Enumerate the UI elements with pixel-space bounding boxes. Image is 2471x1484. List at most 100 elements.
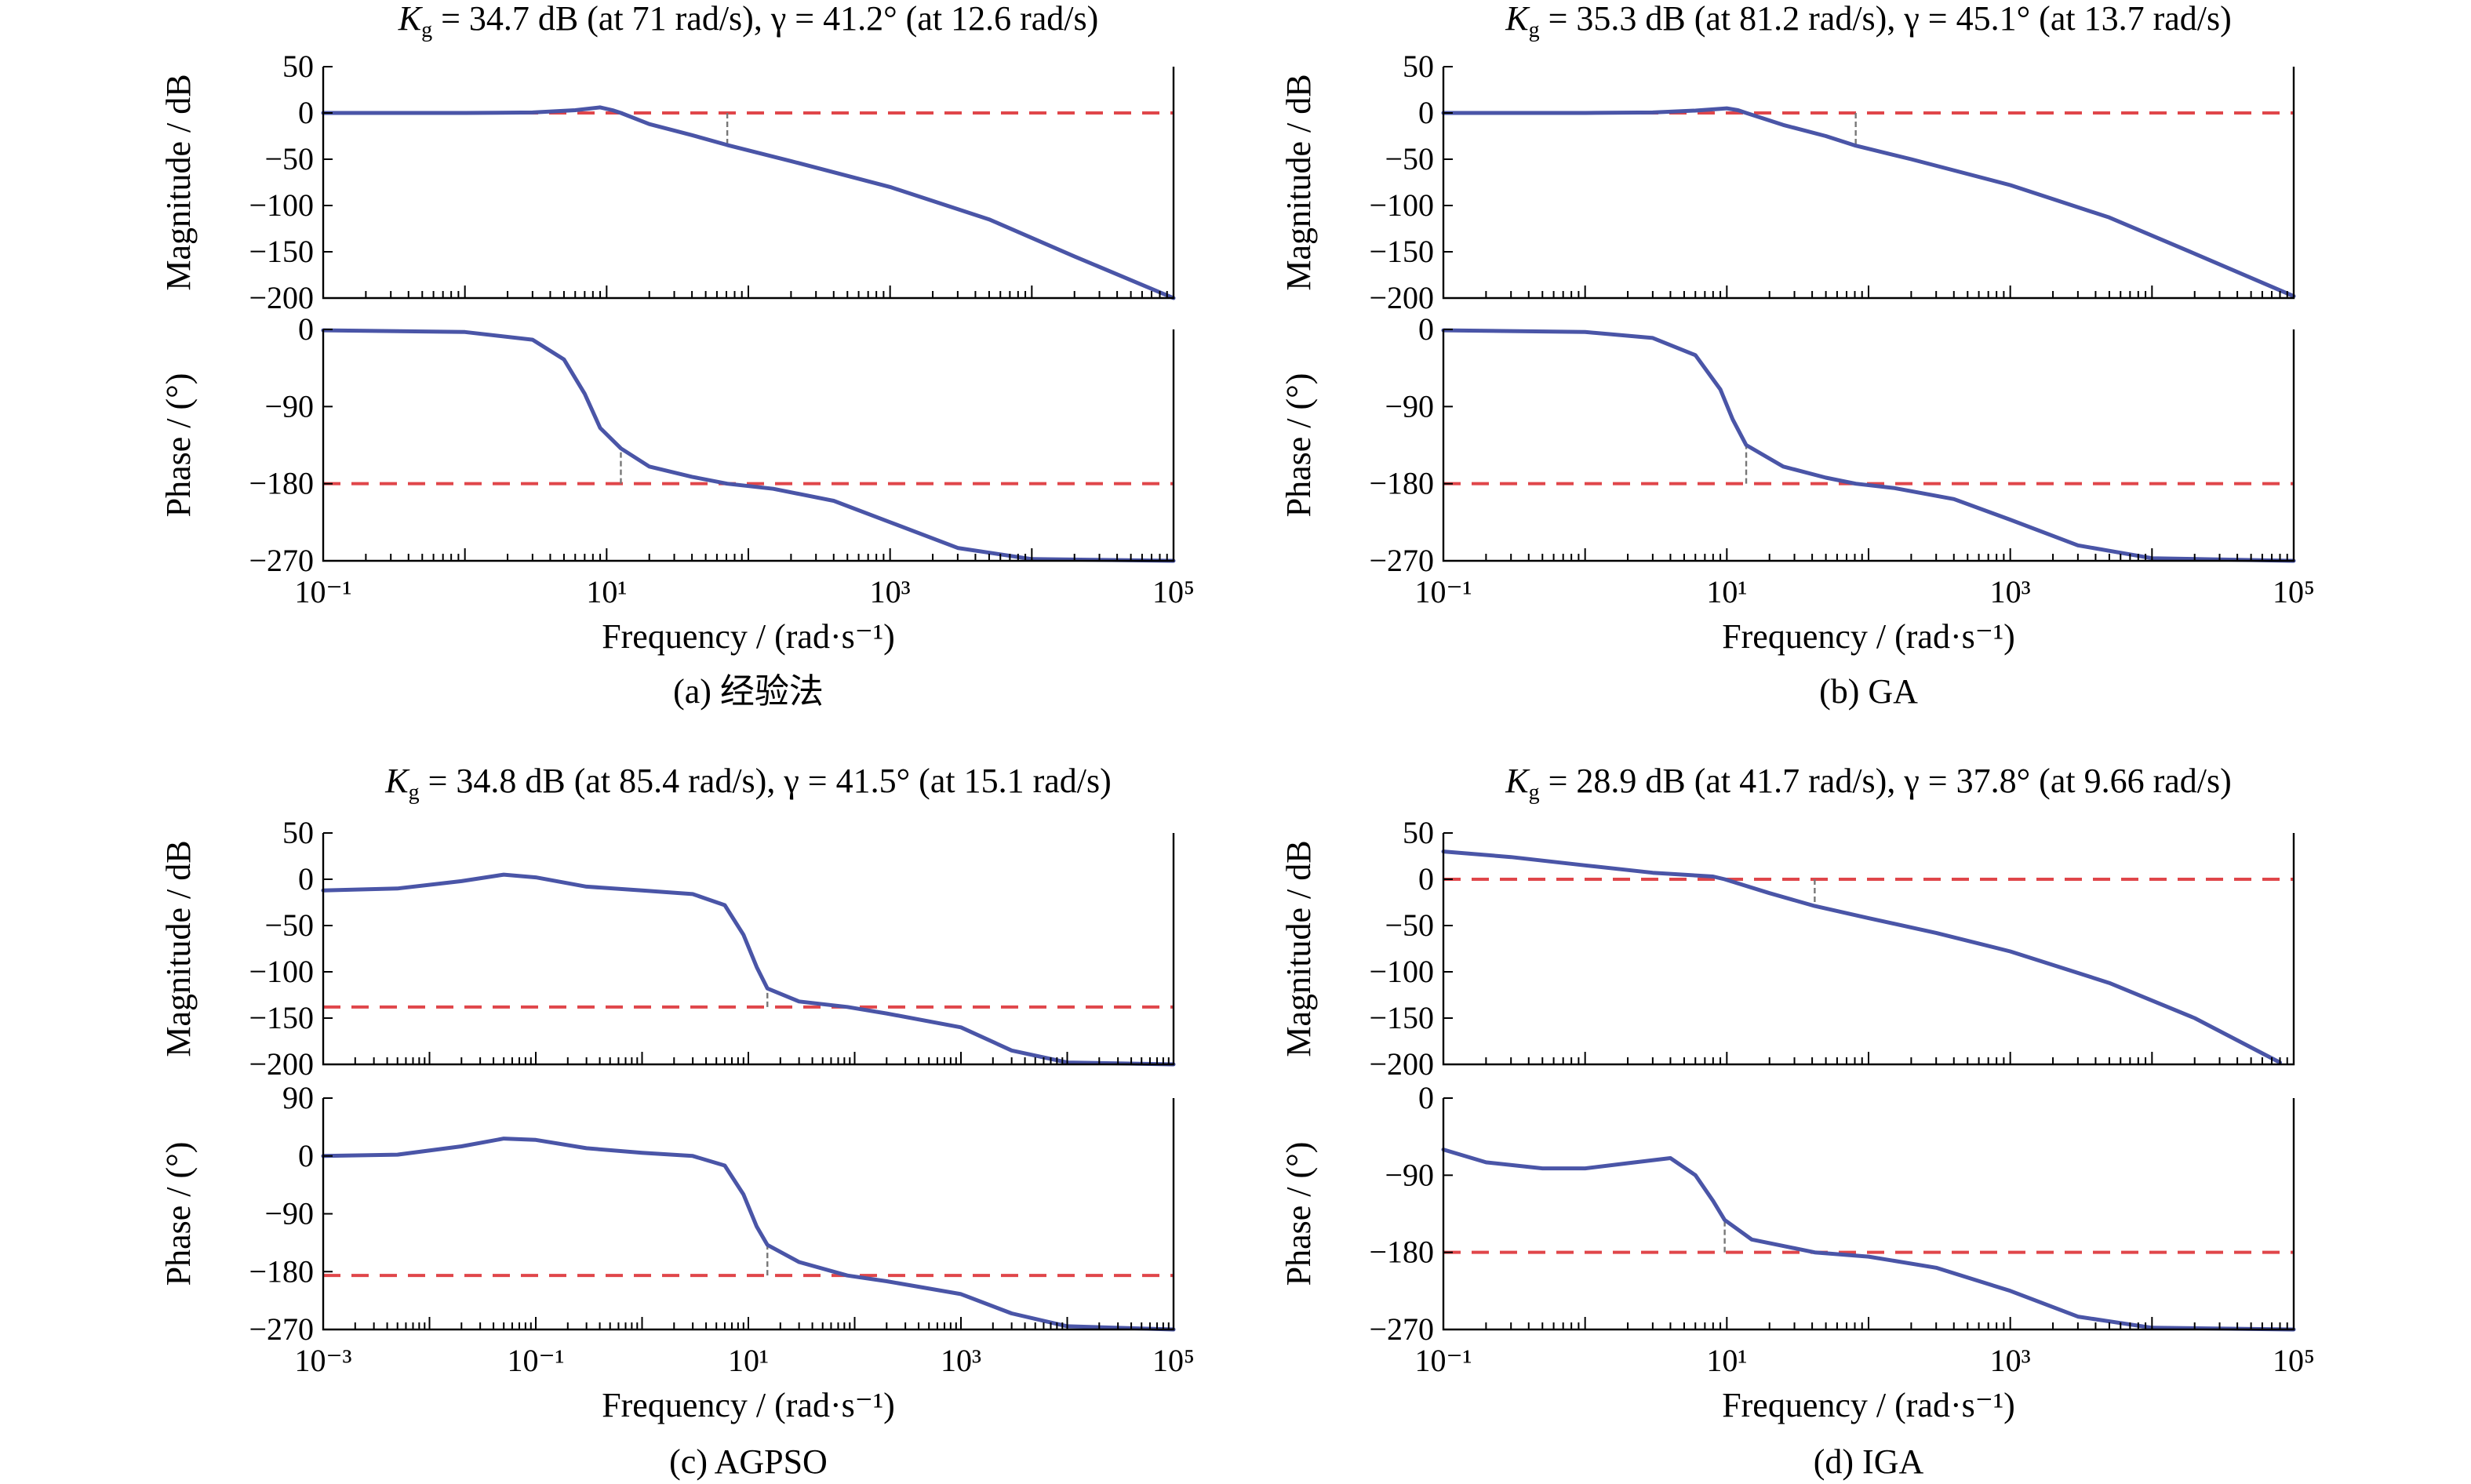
xtick-label: 10⁻¹ <box>1414 1343 1472 1378</box>
magnitude-curve <box>1441 106 2296 299</box>
phase-axes: 0 −90 −180 −270 Phase / (°) <box>1279 311 2296 578</box>
magnitude-ytick-label: −100 <box>1369 954 1434 989</box>
magnitude-ytick-label: −100 <box>249 954 314 989</box>
magnitude-ytick-label: −200 <box>1369 1046 1434 1082</box>
magnitude-ytick-label: 0 <box>298 861 314 897</box>
magnitude-axis-frame <box>1442 67 2295 300</box>
phase-curve <box>1441 328 2296 563</box>
magnitude-ytick-label: 50 <box>1403 815 1434 850</box>
phase-curve <box>1441 1148 2296 1332</box>
subplot-caption: (a) 经验法 <box>673 672 824 711</box>
xtick-label: 10¹ <box>1706 1343 1747 1378</box>
subplot-4: Kg = 28.9 dB (at 41.7 rad/s), γ = 37.8° … <box>1279 762 2315 1481</box>
phase-ytick-label: −270 <box>249 543 314 578</box>
subplot-caption: (d) IGA <box>1814 1442 1924 1481</box>
magnitude-ytick-label: −200 <box>1369 280 1434 315</box>
phase-ylabel: Phase / (°) <box>159 373 198 518</box>
xlabel: Frequency / (rad·s⁻¹) <box>602 617 895 656</box>
magnitude-ytick-label: −50 <box>264 907 314 943</box>
phase-ytick-label: −90 <box>1385 388 1434 424</box>
magnitude-axes: 50 0 −50 −100 −150 −200 Magnitude / dB <box>159 49 1176 315</box>
phase-axis-frame <box>1442 329 2295 562</box>
xtick-label: 10³ <box>941 1343 981 1378</box>
magnitude-ytick-label: −50 <box>264 141 314 176</box>
magnitude-ytick-label: −50 <box>1385 141 1434 176</box>
xtick-label: 10¹ <box>728 1343 769 1378</box>
xtick-label: 10¹ <box>586 574 627 609</box>
xtick-label: 10⁻¹ <box>1414 574 1472 609</box>
phase-ytick-label: 0 <box>1418 311 1434 347</box>
magnitude-ytick-label: −100 <box>1369 187 1434 223</box>
magnitude-axes: 50 0 −50 −100 −150 −200 Magnitude / dB <box>1279 49 2296 315</box>
magnitude-ylabel: Magnitude / dB <box>1279 840 1318 1057</box>
subplot-title: Kg = 35.3 dB (at 81.2 rad/s), γ = 45.1° … <box>1505 0 2232 42</box>
magnitude-ytick-label: −100 <box>249 187 314 223</box>
phase-ylabel: Phase / (°) <box>1279 1142 1318 1286</box>
magnitude-ytick-label: −150 <box>1369 234 1434 269</box>
phase-ytick-label: −90 <box>1385 1157 1434 1192</box>
magnitude-axis-frame <box>322 67 1175 300</box>
magnitude-ytick-label: −150 <box>249 1000 314 1035</box>
phase-ytick-label: −180 <box>249 1253 314 1289</box>
xlabel: Frequency / (rad·s⁻¹) <box>1722 617 2015 656</box>
phase-axes: 90 0 −90 −180 −270 Phase / (°) <box>159 1080 1176 1347</box>
xlabel: Frequency / (rad·s⁻¹) <box>1722 1386 2015 1424</box>
subplot-1: Kg = 34.7 dB (at 71 rad/s), γ = 41.2° (a… <box>159 0 1195 711</box>
phase-ytick-label: −270 <box>1369 543 1434 578</box>
phase-ylabel: Phase / (°) <box>1279 373 1318 518</box>
phase-axis-frame <box>322 329 1175 562</box>
magnitude-curve <box>321 105 1176 300</box>
xtick-label: 10⁵ <box>2273 1343 2315 1378</box>
magnitude-ytick-label: −150 <box>1369 1000 1434 1035</box>
xtick-label: 10¹ <box>1706 574 1747 609</box>
xtick-label: 10⁻¹ <box>507 1343 564 1378</box>
xtick-label: 10⁵ <box>1152 574 1195 609</box>
magnitude-ytick-label: 50 <box>282 815 314 850</box>
phase-axes: 0 −90 −180 −270 Phase / (°) <box>159 311 1176 578</box>
magnitude-ytick-label: −200 <box>249 1046 314 1082</box>
phase-ytick-label: −90 <box>264 388 314 424</box>
magnitude-ytick-label: 50 <box>282 49 314 84</box>
phase-ytick-label: 0 <box>1418 1080 1434 1115</box>
xtick-label: 10³ <box>1990 1343 2031 1378</box>
xtick-label: 10³ <box>1990 574 2031 609</box>
subplot-title: Kg = 34.7 dB (at 71 rad/s), γ = 41.2° (a… <box>398 0 1099 42</box>
phase-curve <box>321 328 1176 563</box>
magnitude-curve <box>1441 849 2282 1065</box>
phase-ytick-label: −180 <box>1369 1235 1434 1270</box>
magnitude-ytick-label: 50 <box>1403 49 1434 84</box>
phase-axis-frame <box>322 1098 1175 1331</box>
xtick-label: 10³ <box>870 574 911 609</box>
xtick-label: 10⁻¹ <box>294 574 351 609</box>
xtick-label: 10⁵ <box>2273 574 2315 609</box>
magnitude-curve <box>321 872 1176 1067</box>
phase-ytick-label: −270 <box>249 1311 314 1347</box>
magnitude-ytick-label: −150 <box>249 234 314 269</box>
magnitude-ytick-label: 0 <box>1418 861 1434 897</box>
phase-ytick-label: −180 <box>1369 466 1434 501</box>
phase-curve <box>321 1137 1176 1332</box>
subplot-caption: (c) AGPSO <box>669 1442 828 1481</box>
phase-ytick-label: 90 <box>282 1080 314 1115</box>
subplot-3: Kg = 34.8 dB (at 85.4 rad/s), γ = 41.5° … <box>159 762 1195 1481</box>
magnitude-axis-frame <box>1442 833 2295 1066</box>
magnitude-ylabel: Magnitude / dB <box>159 840 198 1057</box>
phase-ytick-label: −270 <box>1369 1311 1434 1347</box>
magnitude-ylabel: Magnitude / dB <box>1279 74 1318 290</box>
magnitude-axes: 50 0 −50 −100 −150 −200 Magnitude / dB <box>1279 815 2295 1082</box>
magnitude-ytick-label: 0 <box>1418 95 1434 130</box>
phase-ytick-label: −180 <box>249 466 314 501</box>
subplot-title: Kg = 28.9 dB (at 41.7 rad/s), γ = 37.8° … <box>1505 762 2232 805</box>
magnitude-ytick-label: 0 <box>298 95 314 130</box>
magnitude-axes: 50 0 −50 −100 −150 −200 Magnitude / dB <box>159 815 1176 1082</box>
phase-ytick-label: 0 <box>298 1138 314 1173</box>
subplot-caption: (b) GA <box>1819 672 1918 711</box>
subplot-title: Kg = 34.8 dB (at 85.4 rad/s), γ = 41.5° … <box>384 762 1112 805</box>
subplot-2: Kg = 35.3 dB (at 81.2 rad/s), γ = 45.1° … <box>1279 0 2315 711</box>
phase-ytick-label: 0 <box>298 311 314 347</box>
phase-axis-frame <box>1442 1098 2295 1331</box>
phase-axes: 0 −90 −180 −270 Phase / (°) <box>1279 1080 2296 1347</box>
magnitude-ylabel: Magnitude / dB <box>159 74 198 290</box>
phase-ylabel: Phase / (°) <box>159 1142 198 1286</box>
